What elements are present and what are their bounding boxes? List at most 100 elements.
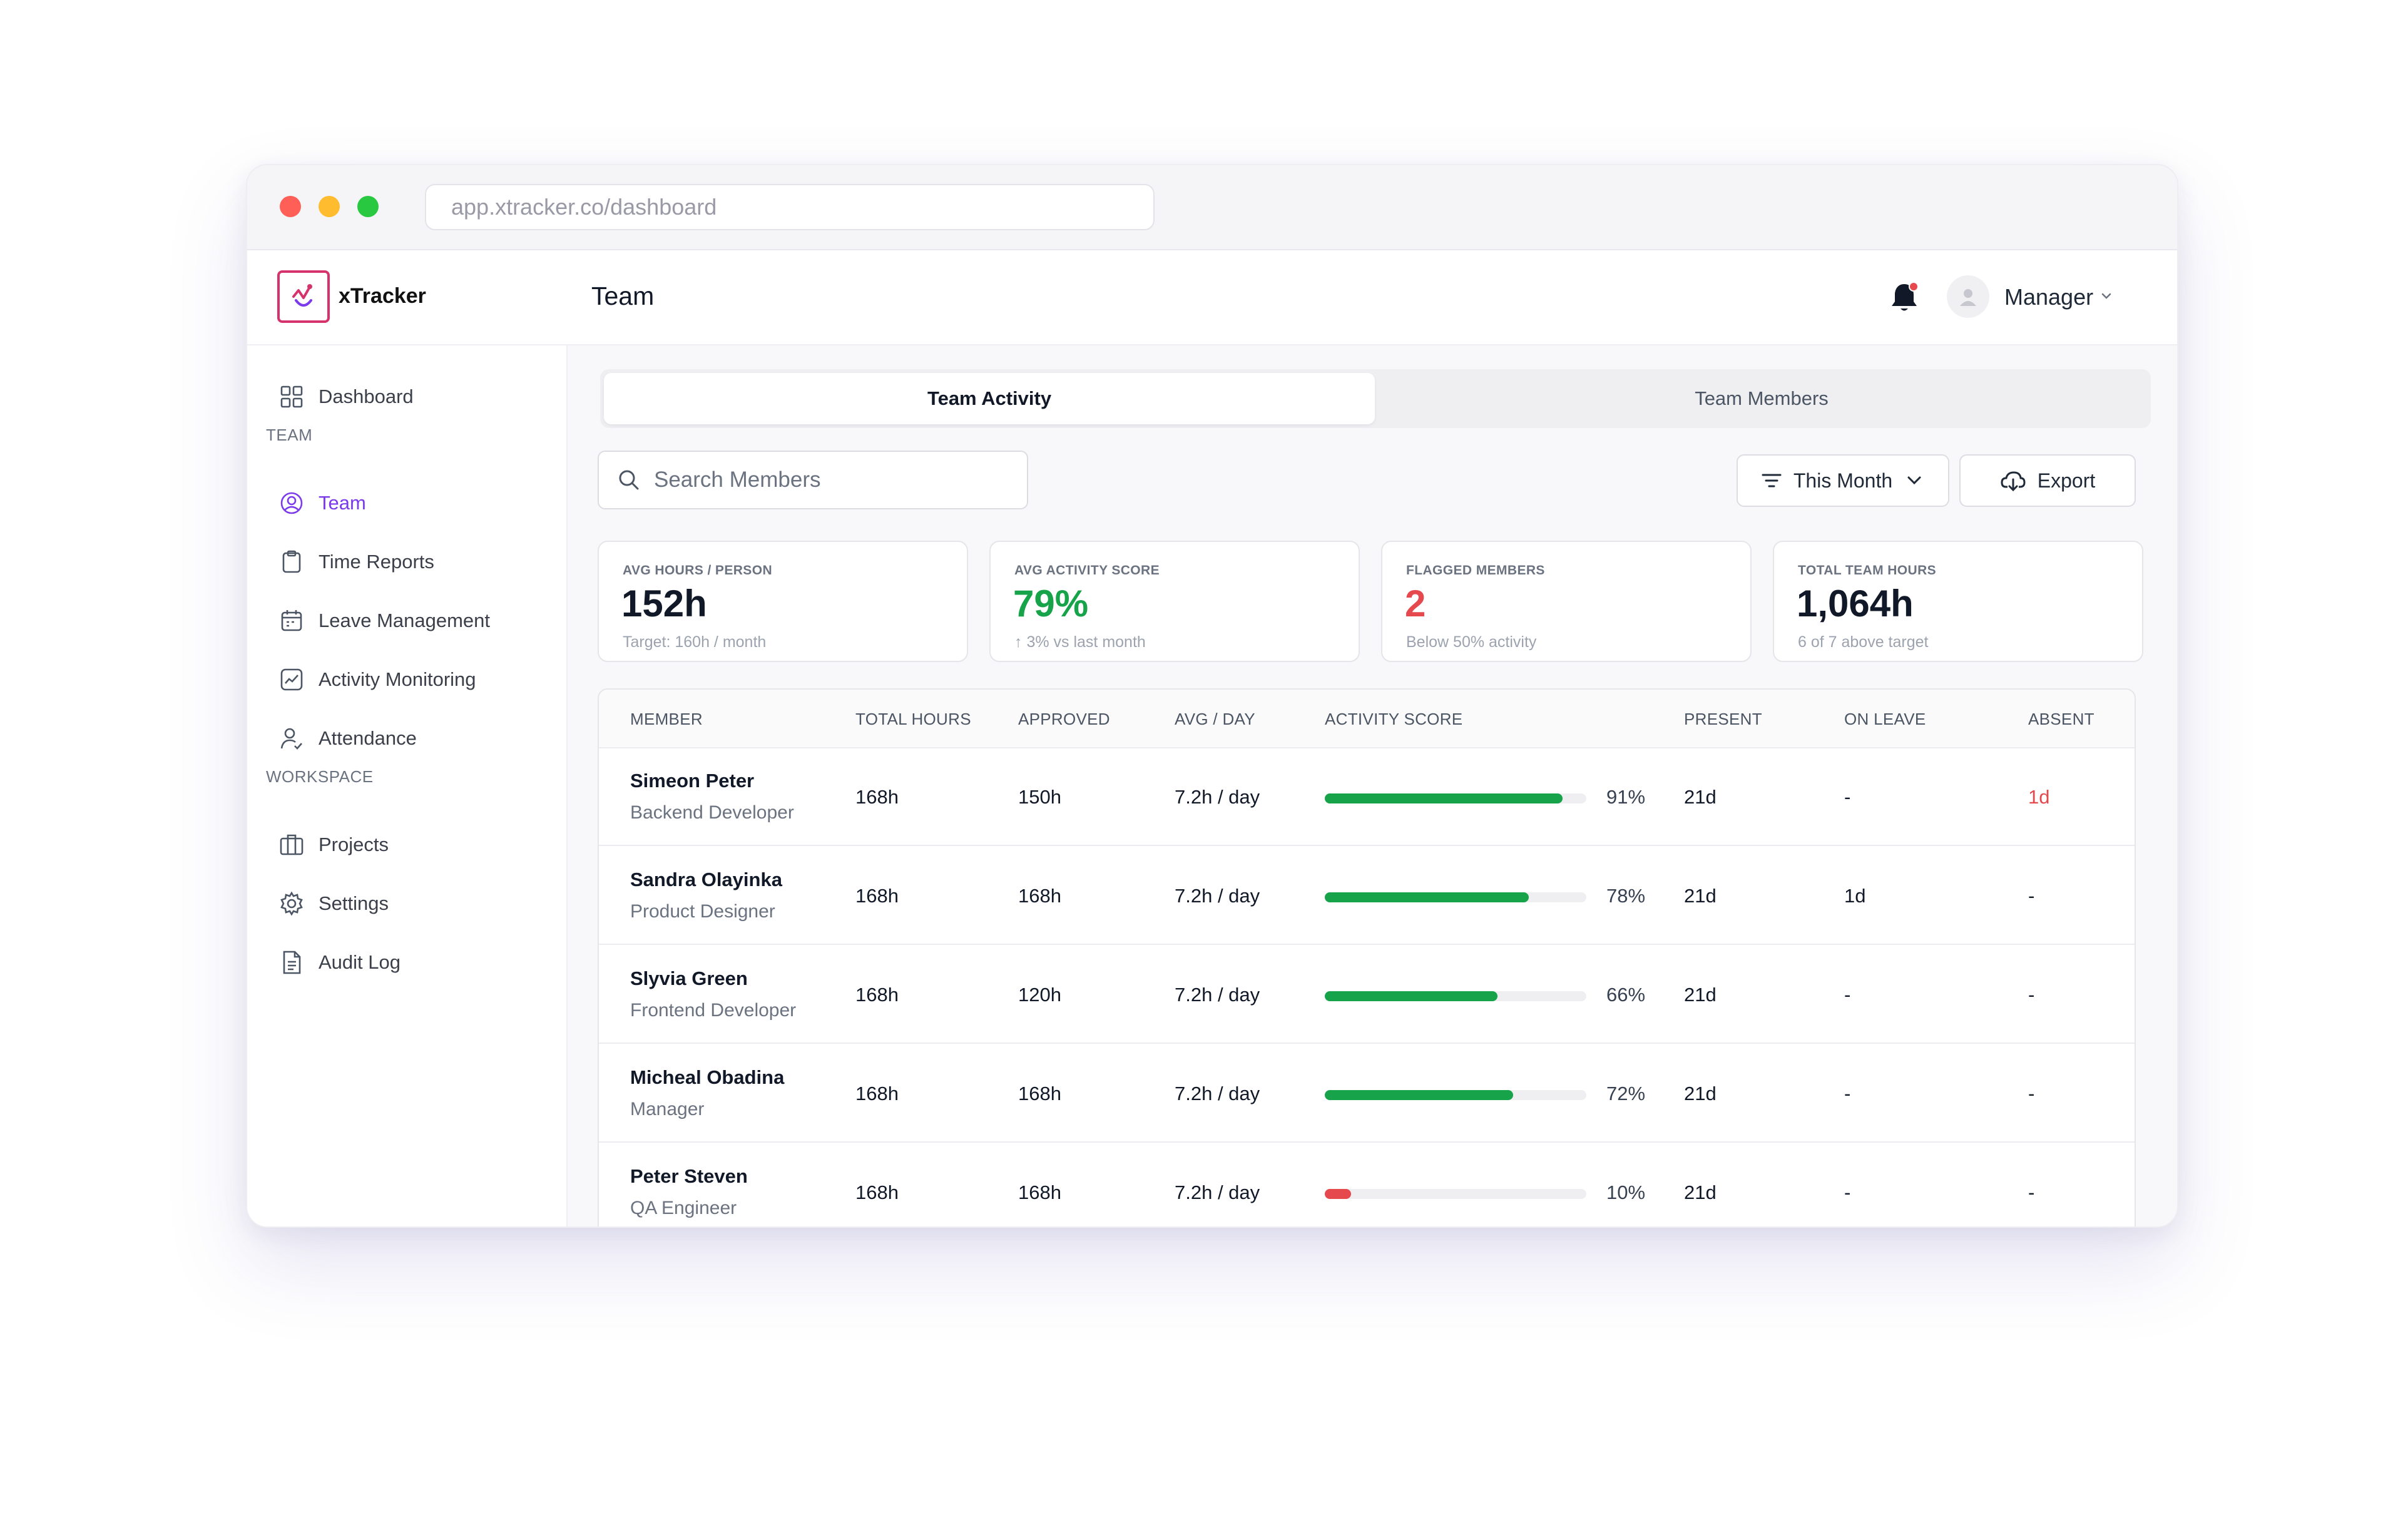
activity-score-percent: 91% (1606, 786, 1646, 808)
member-name: Simeon Peter (630, 770, 755, 792)
app-logo[interactable] (277, 270, 330, 323)
table-row[interactable]: Micheal Obadina Manager 168h 168h 7.2h /… (599, 1045, 2135, 1143)
sidebar-item-settings[interactable]: Settings (278, 886, 389, 921)
search-field (598, 451, 1028, 509)
activity-score-bar (1325, 793, 1586, 803)
export-button[interactable]: Export (1959, 454, 2136, 507)
avg-per-day: 7.2h / day (1175, 786, 1260, 808)
stat-subtext: Below 50% activity (1406, 633, 1537, 651)
search-input[interactable] (654, 467, 1004, 492)
member-role: Frontend Developer (630, 1000, 797, 1021)
present-days: 21d (1684, 1181, 1717, 1203)
browser-window: app.xtracker.co/dashboard xTracker Team (246, 164, 2178, 1228)
calendar-icon (281, 610, 302, 631)
activity-score-fill (1325, 793, 1563, 803)
present-days: 21d (1684, 885, 1717, 907)
stat-value: 79% (1013, 583, 1089, 625)
avatar[interactable] (1947, 275, 1989, 318)
total-hours: 168h (855, 984, 899, 1006)
brand-name: xTracker (339, 284, 426, 308)
stat-value: 2 (1405, 583, 1426, 625)
activity-score-fill (1325, 991, 1497, 1001)
column-header-present[interactable]: PRESENT (1684, 710, 1762, 728)
sidebar-item-dashboard[interactable]: Dashboard (278, 379, 414, 414)
sidebar-item-label: Activity Monitoring (319, 668, 476, 690)
period-filter-dropdown[interactable]: This Month (1737, 454, 1949, 507)
sidebar-item-activity-monitoring[interactable]: Activity Monitoring (278, 662, 476, 697)
sidebar-item-label: Dashboard (319, 385, 414, 407)
activity-score-percent: 66% (1606, 984, 1646, 1006)
avg-per-day: 7.2h / day (1175, 984, 1260, 1006)
leave-days: - (1844, 786, 1851, 808)
avg-per-day: 7.2h / day (1175, 1181, 1260, 1203)
briefcase-icon (280, 834, 304, 855)
column-header-on-leave[interactable]: ON LEAVE (1844, 710, 1926, 728)
table-row[interactable]: Simeon Peter Backend Developer 168h 150h… (599, 748, 2135, 846)
approved-hours: 168h (1018, 1181, 1061, 1203)
table-row[interactable]: Sandra Olayinka Product Designer 168h 16… (599, 847, 2135, 945)
member-role: Product Designer (630, 901, 775, 922)
user-menu-label[interactable]: Manager (2004, 284, 2094, 310)
maximize-window-button[interactable] (357, 196, 379, 217)
sidebar-item-attendance[interactable]: Attendance (278, 721, 417, 756)
stat-label: AVG ACTIVITY SCORE (1014, 563, 1160, 578)
sidebar-item-label: Projects (319, 834, 389, 855)
main-content: Team Activity Team Members This Month (568, 345, 2177, 1226)
tab-team-members[interactable]: Team Members (1695, 387, 1829, 409)
sidebar-item-label: Leave Management (319, 609, 491, 631)
table-row[interactable]: Peter Steven QA Engineer 168h 168h 7.2h … (599, 1144, 2135, 1226)
sidebar-item-projects[interactable]: Projects (278, 827, 389, 862)
column-header-total-hours[interactable]: TOTAL HOURS (855, 710, 971, 728)
notification-bell-icon[interactable] (1887, 279, 1922, 317)
column-header-absent[interactable]: ABSENT (2028, 710, 2094, 728)
sidebar-section-workspace: WORKSPACE (266, 767, 374, 786)
address-bar[interactable]: app.xtracker.co/dashboard (425, 184, 1155, 230)
member-role: Backend Developer (630, 802, 794, 823)
column-header-activity-score[interactable]: ACTIVITY SCORE (1325, 710, 1463, 728)
column-header-approved[interactable]: APPROVED (1018, 710, 1110, 728)
sidebar-item-label: Team (319, 492, 366, 514)
sidebar-item-audit-log[interactable]: Audit Log (278, 945, 400, 980)
chevron-down-icon (1907, 476, 1921, 485)
stat-value: 1,064h (1797, 583, 1914, 625)
user-circle-icon (280, 492, 303, 514)
close-window-button[interactable] (280, 196, 301, 217)
present-days: 21d (1684, 984, 1717, 1006)
avg-per-day: 7.2h / day (1175, 1083, 1260, 1104)
gear-icon (280, 891, 303, 916)
minimize-window-button[interactable] (319, 196, 340, 217)
activity-score-fill (1325, 892, 1529, 902)
stat-label: TOTAL TEAM HOURS (1798, 563, 1937, 578)
approved-hours: 150h (1018, 786, 1061, 808)
stat-card-avg-hours: AVG HOURS / PERSON 152h Target: 160h / m… (598, 541, 968, 662)
tab-bar: Team Activity Team Members (600, 369, 2151, 428)
chevron-down-icon[interactable] (2099, 289, 2113, 303)
approved-hours: 120h (1018, 984, 1061, 1006)
table-header: MEMBER TOTAL HOURS APPROVED AVG / DAY AC… (599, 690, 2135, 748)
export-label: Export (2037, 469, 2096, 492)
period-filter-label: This Month (1793, 469, 1893, 492)
document-icon (283, 951, 301, 974)
stat-subtext: 6 of 7 above target (1798, 633, 1929, 651)
tab-team-activity[interactable]: Team Activity (604, 373, 1375, 424)
sidebar-item-leave-management[interactable]: Leave Management (278, 603, 490, 638)
activity-chart-icon (280, 668, 303, 691)
filter-icon (1762, 474, 1782, 487)
stat-subtext: ↑ 3% vs last month (1014, 633, 1146, 651)
activity-score-fill (1325, 1090, 1513, 1100)
approved-hours: 168h (1018, 885, 1061, 907)
member-role: Manager (630, 1099, 705, 1119)
table-row[interactable]: Slyvia Green Frontend Developer 168h 120… (599, 946, 2135, 1044)
member-role: QA Engineer (630, 1198, 737, 1218)
stat-subtext: Target: 160h / month (623, 633, 767, 651)
cloud-download-icon (2001, 471, 2026, 492)
column-header-member[interactable]: MEMBER (630, 710, 703, 728)
leave-days: 1d (1844, 885, 1866, 907)
activity-score-bar (1325, 1189, 1586, 1199)
absent-days: - (2028, 1083, 2035, 1104)
sidebar-item-time-reports[interactable]: Time Reports (278, 544, 434, 579)
member-name: Sandra Olayinka (630, 869, 782, 890)
sidebar-item-team[interactable]: Team (278, 486, 366, 521)
column-header-avg-day[interactable]: AVG / DAY (1175, 710, 1255, 728)
